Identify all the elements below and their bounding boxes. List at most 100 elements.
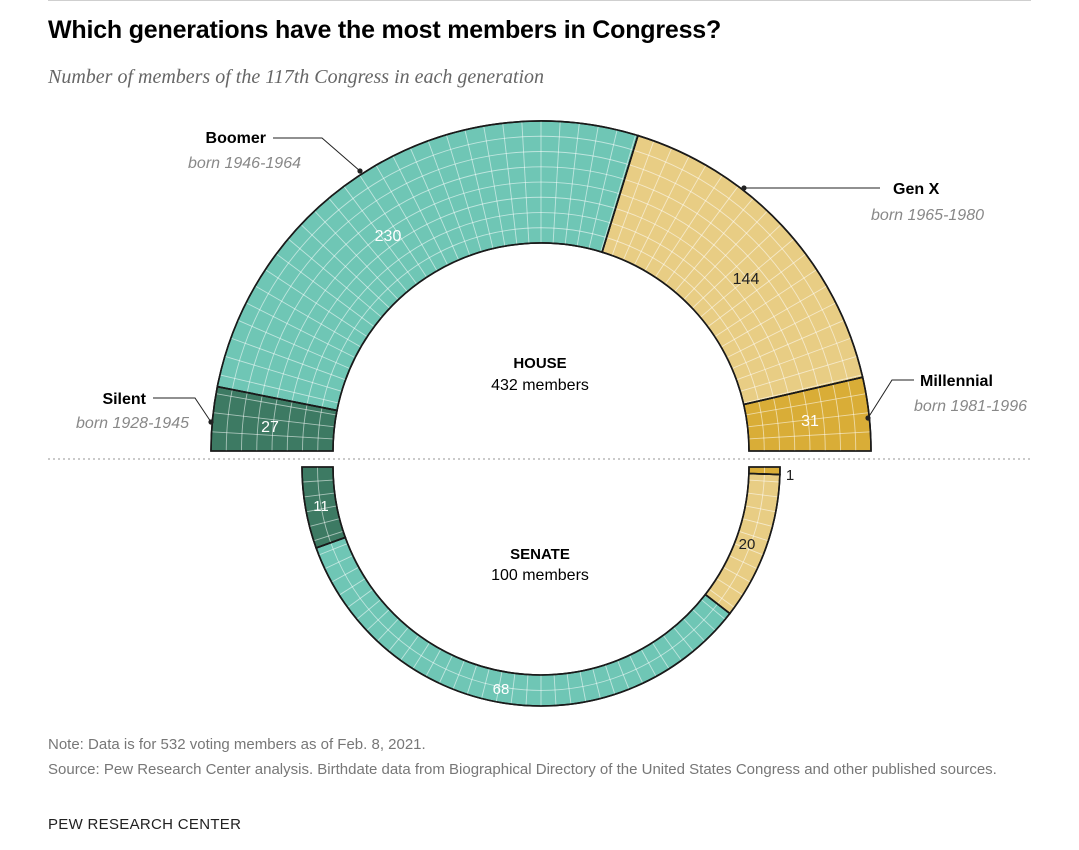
house-grid-spoke (254, 285, 362, 348)
house-outline-boomer (216, 120, 639, 412)
senate-grid-spoke (425, 649, 442, 677)
senate-value-millennial: 1 (786, 467, 794, 484)
senate-value-boomer: 68 (493, 681, 510, 698)
senate-grid-spoke (412, 642, 430, 670)
senate-grid-spoke (313, 530, 344, 542)
senate-grid-spoke (592, 668, 601, 699)
senate-grid-spoke (331, 566, 359, 583)
house-grid-spoke (552, 121, 561, 244)
senate-grid-spoke (662, 635, 682, 661)
house-value-silent: 27 (261, 419, 279, 436)
house-grid-spoke (392, 155, 449, 266)
house-chamber (210, 120, 872, 452)
house-grid-spoke (314, 210, 399, 301)
house-grid-spoke (611, 140, 655, 256)
senate-grid-spoke (347, 588, 373, 608)
senate-grid-spoke (579, 671, 587, 702)
boomer-leader-line (273, 137, 361, 172)
senate-grid-spoke (356, 599, 382, 620)
silent-label: Silent (102, 391, 146, 408)
senate-grid-spoke (617, 660, 630, 690)
senate-grid-spoke (553, 674, 557, 706)
senate-chamber (301, 466, 781, 707)
senate-grid-spoke (309, 518, 340, 527)
senate-grid-spoke (604, 664, 616, 695)
house-grid-spoke (743, 374, 863, 404)
millennial-leader-line (867, 379, 914, 419)
senate-grid-spoke (306, 505, 337, 513)
senate-grid-spoke (366, 609, 390, 631)
senate-grid-spoke (377, 618, 399, 642)
boomer-leader-dot (357, 168, 363, 174)
house-grid-spoke (731, 319, 845, 370)
house-grid-spoke (237, 319, 351, 370)
silent-leader-dot (208, 419, 214, 425)
house-grid-spoke (211, 431, 334, 440)
senate-grid-spoke (692, 609, 716, 631)
house-grid-spoke (328, 197, 408, 292)
senate-grid-spoke (729, 555, 758, 570)
house-grid-spoke (564, 123, 580, 245)
senate-grid-spoke (738, 530, 769, 542)
house-total-label: 432 members (491, 377, 589, 394)
senate-grid-spoke (640, 649, 657, 677)
house-grid-spoke (700, 238, 795, 318)
chart-source: Source: Pew Research Center analysis. Bi… (48, 761, 997, 778)
senate-grid-spoke (716, 578, 744, 596)
house-grid-spoke (224, 355, 342, 392)
pew-brand: PEW RESEARCH CENTER (48, 816, 242, 833)
house-outline-millennial (742, 376, 872, 452)
senate-grid-spoke (742, 518, 773, 527)
senate-chamber-name: SENATE (510, 546, 570, 563)
house-grid-spoke (213, 412, 335, 428)
millennial-leader-dot (865, 415, 871, 421)
chart-subtitle: Number of members of the 117th Congress … (48, 66, 545, 88)
senate-grid-spoke (452, 660, 465, 690)
house-grid-spoke (714, 269, 817, 338)
top-rule (48, 0, 1031, 1)
boomer-born-label: born 1946-1964 (188, 155, 301, 172)
house-grid-spoke (445, 134, 482, 252)
house-grid-spoke (622, 147, 673, 261)
senate-grid-spoke (525, 674, 529, 706)
house-grid-spoke (654, 175, 723, 278)
senate-grid-spoke (747, 492, 779, 498)
senate-grid-spoke (723, 566, 751, 583)
senate-value-genx: 20 (739, 536, 756, 553)
millennial-label: Millennial (920, 373, 993, 390)
house-grid-spoke (707, 253, 806, 328)
silent-leader-line (153, 397, 212, 423)
senate-grid-spoke (438, 655, 453, 684)
millennial-born-label: born 1981-1996 (914, 398, 1027, 415)
senate-grid-spoke (510, 673, 516, 705)
senate-grid-spoke (629, 655, 644, 684)
senate-grid-spoke (303, 492, 335, 498)
senate-grid-spoke (734, 543, 764, 556)
senate-grid-spoke (652, 642, 670, 670)
genx-leader-dot (741, 185, 747, 191)
senate-grid-spoke (324, 555, 353, 570)
senate-grid-spoke (673, 626, 694, 652)
house-grid-spoke (683, 210, 768, 301)
house-grid-spoke (745, 393, 867, 416)
house-grid-spoke (664, 186, 739, 285)
boomer-label: Boomer (206, 130, 266, 147)
house-grid-spoke (740, 355, 858, 392)
house-grid-spoke (427, 140, 471, 256)
house-grid-spoke (576, 125, 599, 247)
house-grid-spoke (265, 269, 368, 338)
senate-outline-millennial (748, 466, 781, 476)
house-grid-spoke (633, 155, 690, 266)
senate-grid-spoke (338, 578, 366, 596)
house-grid-spoke (409, 147, 460, 261)
chart-note: Note: Data is for 532 voting members as … (48, 736, 426, 753)
house-grid-spoke (359, 175, 428, 278)
house-grid-spoke (375, 164, 438, 272)
house-value-boomer: 230 (375, 228, 402, 245)
genx-born-label: born 1965-1980 (871, 207, 984, 224)
house-grid-spoke (343, 186, 418, 285)
genx-label: Gen X (893, 181, 940, 198)
senate-grid-spoke (400, 635, 420, 661)
silent-born-label: born 1928-1945 (76, 415, 189, 432)
house-grid-spoke (521, 121, 530, 244)
